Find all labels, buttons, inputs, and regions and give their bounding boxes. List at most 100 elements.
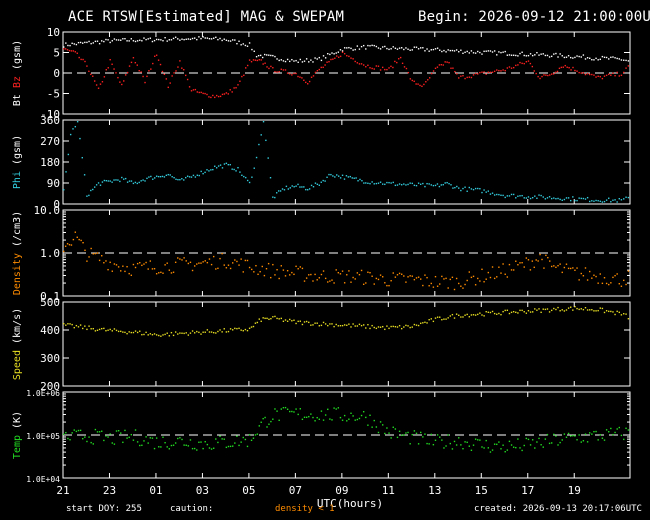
- data-point-bt: [542, 53, 544, 55]
- data-point-speed: [510, 311, 513, 314]
- data-point-density: [358, 273, 361, 276]
- data-point-speed: [268, 318, 270, 321]
- data-point-temp: [502, 444, 504, 446]
- data-point-speed: [525, 312, 528, 314]
- data-point-temp: [578, 434, 580, 436]
- data-point-temp: [208, 447, 211, 449]
- data-point-bt: [447, 49, 449, 51]
- data-point-temp: [565, 436, 568, 438]
- data-point-bz: [308, 80, 311, 83]
- data-point-temp: [367, 424, 369, 426]
- data-point-density: [377, 278, 380, 281]
- data-point-phi: [506, 195, 509, 197]
- data-point-speed: [576, 307, 578, 310]
- data-point-density: [411, 275, 413, 277]
- data-point-bz: [171, 75, 173, 77]
- data-point-speed: [77, 326, 80, 328]
- data-point-temp: [544, 438, 547, 440]
- data-point-speed: [272, 316, 274, 318]
- data-point-phi: [165, 174, 168, 177]
- data-point-temp: [236, 435, 238, 437]
- data-point-speed: [143, 333, 145, 336]
- data-point-density: [248, 266, 251, 269]
- data-point-bz: [545, 74, 547, 76]
- data-point-temp: [341, 419, 344, 421]
- data-point-density: [286, 269, 289, 272]
- data-point-density: [145, 261, 147, 264]
- data-point-temp: [354, 419, 356, 421]
- data-point-bz: [423, 83, 425, 86]
- data-point-temp: [149, 437, 152, 439]
- data-point-phi: [328, 173, 330, 176]
- data-point-speed: [79, 324, 82, 326]
- data-point-speed: [424, 321, 426, 323]
- data-point-phi: [293, 186, 295, 188]
- data-point-phi: [287, 188, 290, 190]
- data-point-speed: [491, 310, 494, 313]
- data-point-bz: [428, 77, 431, 79]
- data-point-density: [605, 282, 608, 285]
- data-point-bt: [132, 40, 135, 42]
- data-point-bz: [591, 73, 593, 76]
- data-point-temp: [567, 432, 570, 435]
- data-point-temp: [198, 441, 200, 443]
- data-point-bt: [561, 55, 563, 57]
- data-point-density: [365, 282, 367, 284]
- data-point-phi: [377, 182, 380, 184]
- data-point-bz: [163, 73, 166, 75]
- data-point-speed: [132, 331, 135, 334]
- data-point-bz: [421, 85, 423, 88]
- data-point-bt: [504, 50, 506, 53]
- data-point-temp: [96, 431, 99, 433]
- data-point-bt: [232, 39, 234, 41]
- data-point-phi: [527, 196, 530, 198]
- data-point-bz: [103, 76, 106, 78]
- data-point-temp: [371, 426, 373, 428]
- data-point-bt: [487, 50, 490, 52]
- data-point-density: [422, 284, 424, 287]
- y-axis-label-part: (gsm): [12, 135, 23, 171]
- data-point-speed: [599, 307, 601, 309]
- data-point-density: [451, 276, 454, 279]
- data-point-temp: [170, 444, 173, 447]
- data-point-bt: [474, 52, 477, 54]
- y-tick-label-phi: 360: [40, 114, 60, 127]
- data-point-speed: [217, 330, 219, 333]
- data-point-phi: [534, 195, 536, 197]
- data-point-bz: [121, 83, 123, 86]
- data-point-phi: [161, 175, 164, 178]
- begin-time: Begin: 2026-09-12 21:00:00UTC: [418, 9, 650, 25]
- data-point-speed: [381, 325, 384, 328]
- data-point-temp: [384, 432, 386, 435]
- data-point-temp: [260, 421, 262, 423]
- data-point-speed: [394, 326, 397, 328]
- data-point-temp: [510, 444, 513, 446]
- data-point-density: [407, 276, 409, 278]
- data-point-density: [563, 266, 566, 269]
- data-point-bt: [198, 36, 200, 38]
- data-point-density: [177, 257, 179, 259]
- data-point-speed: [396, 326, 399, 328]
- data-point-phi: [456, 185, 458, 188]
- data-point-speed: [458, 314, 460, 317]
- data-point-temp: [240, 441, 242, 443]
- data-point-bz: [411, 79, 413, 82]
- data-point-density: [504, 273, 506, 275]
- data-point-temp: [386, 427, 388, 429]
- data-point-bt: [422, 47, 424, 49]
- data-point-temp: [570, 435, 572, 437]
- data-point-bz: [165, 78, 168, 80]
- data-point-temp: [120, 432, 122, 434]
- data-point-bt: [305, 58, 308, 60]
- data-point-density: [210, 263, 213, 266]
- data-point-temp: [348, 418, 350, 420]
- data-point-temp: [445, 445, 447, 447]
- data-point-bt: [379, 48, 382, 50]
- data-point-density: [533, 266, 535, 269]
- data-point-bt: [356, 45, 359, 47]
- data-point-speed: [314, 322, 316, 324]
- data-point-phi: [194, 176, 197, 178]
- data-point-density: [555, 266, 557, 269]
- data-point-bz: [390, 65, 392, 68]
- data-point-temp: [379, 421, 382, 423]
